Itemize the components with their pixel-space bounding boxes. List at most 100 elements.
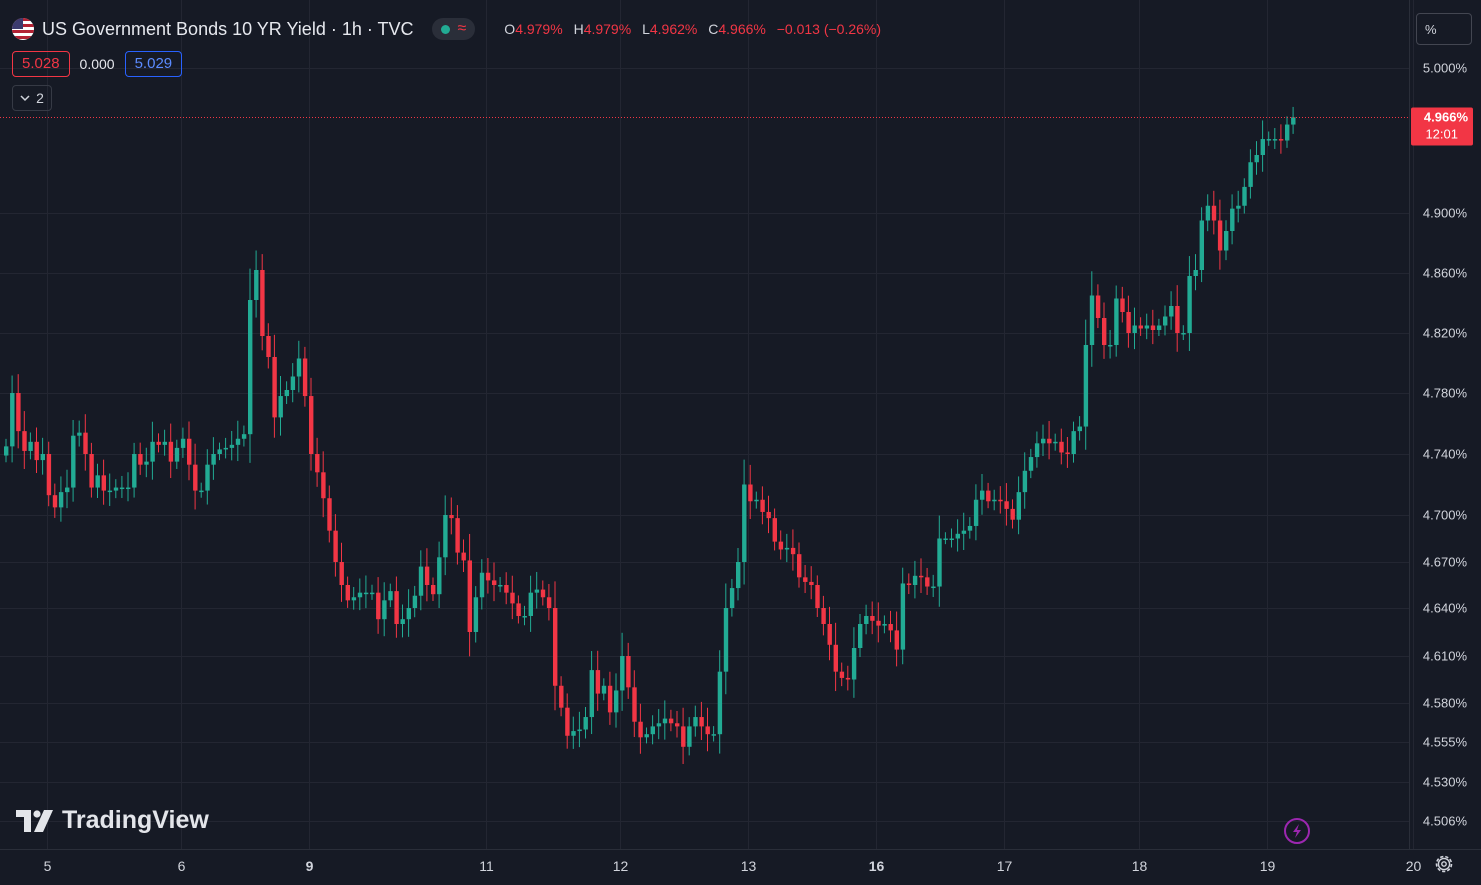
candle <box>644 727 649 744</box>
candle <box>516 595 521 624</box>
candle-body <box>1053 441 1058 444</box>
candle <box>876 602 881 643</box>
candle-body <box>376 592 381 620</box>
candle <box>1010 499 1015 529</box>
candle-body <box>95 475 100 488</box>
candle-body <box>229 444 235 448</box>
sell-price-button[interactable]: 5.028 <box>12 51 70 77</box>
candle-body <box>711 734 716 736</box>
candle-body <box>187 438 192 465</box>
candle <box>998 486 1003 514</box>
settings-icon[interactable] <box>1433 853 1455 875</box>
candle-body <box>1266 139 1272 141</box>
bid-ask-row: 5.028 0.000 5.029 <box>12 51 183 77</box>
candle-body <box>71 435 76 488</box>
candle <box>10 375 15 463</box>
x-tick-label: 9 <box>306 858 314 874</box>
candle-body <box>77 432 82 436</box>
candle-body <box>156 441 161 445</box>
y-tick-label: 5.000% <box>1423 61 1468 76</box>
candle-body <box>644 734 649 738</box>
candle <box>565 693 570 749</box>
candle-body <box>315 454 320 473</box>
candle-body <box>571 731 576 736</box>
candle <box>406 589 411 637</box>
candle-body <box>1071 431 1076 454</box>
candle <box>290 363 296 403</box>
candle <box>1260 120 1265 172</box>
candle <box>1016 476 1021 535</box>
market-open-dot <box>440 24 450 34</box>
candle <box>955 519 960 552</box>
candle <box>888 610 893 643</box>
candle <box>1132 307 1137 350</box>
candle-body <box>559 685 564 708</box>
candle <box>1089 271 1095 367</box>
candle <box>296 340 302 393</box>
candle-body <box>1187 276 1192 333</box>
candle-body <box>534 589 540 593</box>
candle <box>65 469 70 509</box>
market-status-pill[interactable]: ≈ <box>431 18 476 40</box>
lightning-icon[interactable] <box>1284 818 1310 844</box>
candle <box>1254 141 1259 175</box>
candle-body <box>46 454 52 496</box>
candle <box>473 586 479 643</box>
x-tick-label: 19 <box>1260 858 1276 874</box>
y-tick-label: 4.506% <box>1423 814 1468 829</box>
candle-body <box>132 454 137 488</box>
candle <box>577 711 582 748</box>
candle-body <box>620 656 625 691</box>
y-tick-label: 4.860% <box>1423 266 1468 281</box>
candle <box>900 567 906 665</box>
candle <box>235 420 241 462</box>
candle-body <box>723 608 729 672</box>
candle <box>449 497 454 535</box>
candle-body <box>504 585 509 593</box>
candle-body <box>40 454 45 461</box>
candle-body <box>1120 298 1125 312</box>
candle <box>278 376 283 436</box>
candle <box>717 650 723 754</box>
candle <box>394 576 399 638</box>
candle-body <box>1126 312 1131 333</box>
tradingview-watermark[interactable]: TradingView <box>16 806 209 835</box>
candle-body <box>1041 438 1046 444</box>
unit-selector-button[interactable]: % <box>1416 13 1472 45</box>
candle <box>113 479 119 499</box>
candle-body <box>1114 298 1119 345</box>
candle-body <box>614 690 619 713</box>
candle <box>1102 302 1107 359</box>
candle-body <box>553 608 558 686</box>
low-label: L <box>642 21 650 37</box>
candle-body <box>931 586 936 589</box>
candle <box>156 433 161 453</box>
candle-body <box>1175 306 1180 333</box>
candle-body <box>748 484 753 502</box>
candle-body <box>492 580 497 585</box>
candle-body <box>699 717 704 727</box>
candle <box>1224 220 1229 261</box>
candle-body <box>333 530 338 562</box>
candle-body <box>955 533 960 539</box>
candle <box>1211 190 1217 235</box>
candle <box>723 583 729 695</box>
candle-body <box>394 591 399 624</box>
candle-body <box>790 547 796 555</box>
indicators-collapse-button[interactable]: 2 <box>12 85 52 111</box>
candle-body <box>1224 231 1229 251</box>
tradingview-logo-icon <box>16 809 53 832</box>
candle-body <box>126 487 131 490</box>
candle-body <box>1285 124 1290 141</box>
symbol-title[interactable]: US Government Bonds 10 YR Yield · 1h · T… <box>42 18 414 39</box>
candle <box>223 437 228 459</box>
candle-body <box>388 591 393 601</box>
candle-body <box>815 585 820 608</box>
candle-body <box>1156 325 1162 330</box>
candle <box>345 576 350 608</box>
buy-price-button[interactable]: 5.029 <box>124 51 183 77</box>
candle-body <box>424 566 430 585</box>
candle-body <box>876 620 881 626</box>
candle <box>1193 254 1198 291</box>
